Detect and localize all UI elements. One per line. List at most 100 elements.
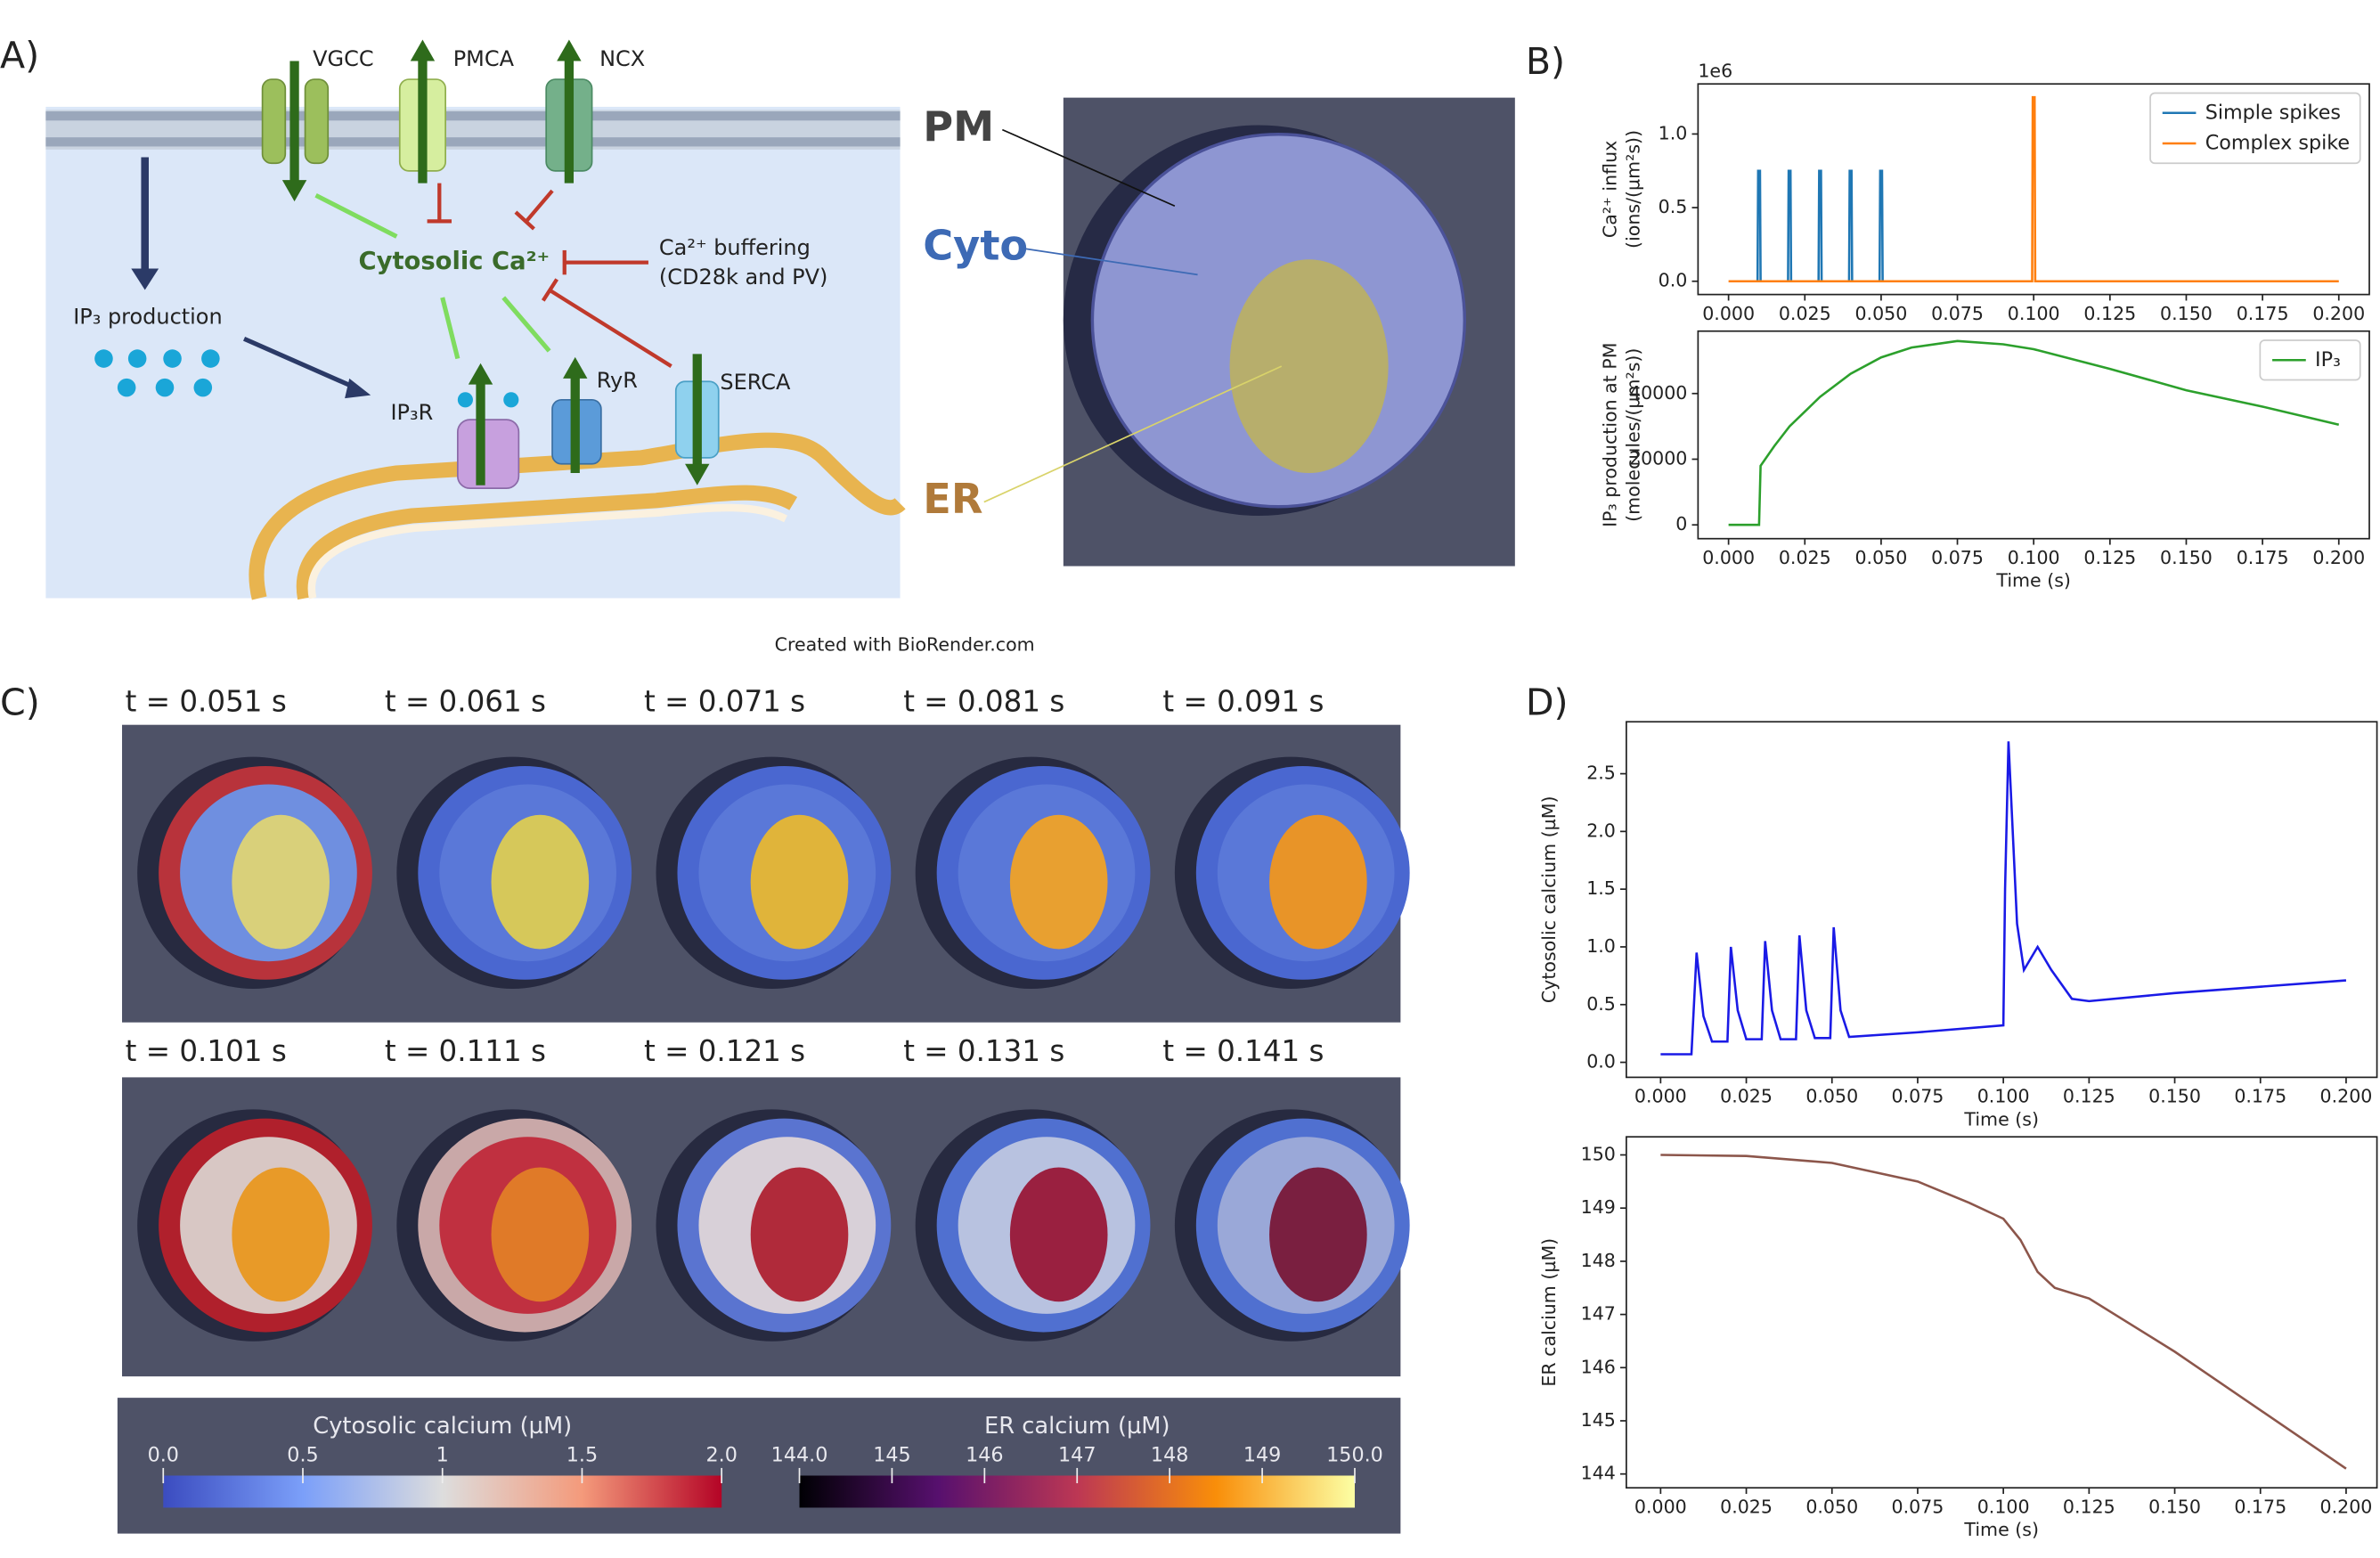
snapshot-time: t = 0.121 s [644,1034,805,1068]
x-tick-label: 0.050 [1854,547,1907,568]
x-tick-label: 0.050 [1805,1086,1858,1107]
channel-label: NCX [599,46,645,71]
legend-label: Complex spike [2205,132,2350,155]
snapshot-time: t = 0.131 s [903,1034,1064,1068]
arrow [281,180,307,202]
y-axis-label: Ca²⁺ influx [1600,141,1621,238]
x-axis-label: Time (s) [1995,570,2071,591]
x-tick-label: 0.100 [2008,303,2060,324]
y-tick-label: 0.5 [1586,993,1616,1015]
data-line [1728,95,2339,283]
membrane [45,137,901,147]
channel [304,78,330,165]
arrow [563,356,588,379]
y-tick-label: 1.0 [1586,935,1616,957]
sphere-er [1009,814,1108,950]
y-tick-label: 40000 [1629,382,1687,404]
x-tick-label: 0.025 [1720,1086,1773,1107]
y-tick-label: 150 [1581,1144,1616,1165]
snapshot-time: t = 0.051 s [126,685,287,719]
buffering-label: (CD28k and PV) [659,265,827,290]
y-tick-label: 1.5 [1586,877,1616,899]
cell-diagram: VGCC PMCA NCX Cytosolic Ca²⁺ Ca²⁺ buffer… [45,39,1035,656]
arrow [685,463,710,485]
offset-text: 1e6 [1698,61,1732,82]
x-tick-label: 0.200 [2312,547,2365,568]
y-axis-label: Cytosolic calcium (µM) [1538,795,1560,1003]
colorbar-label: ER calcium (µM) [984,1413,1170,1440]
x-tick-label: 0.125 [2083,303,2136,324]
y-tick-label: 144 [1581,1463,1616,1484]
snapshot-time: t = 0.101 s [126,1034,287,1068]
y-tick-label: 147 [1581,1303,1616,1325]
x-tick-label: 0.175 [2237,547,2289,568]
x-tick-label: 0.150 [2160,547,2213,568]
colorbar-tick-label: 149 [1243,1444,1281,1467]
y-axis-label: (ions/(µm²s)) [1622,130,1643,249]
receptor-label: SERCA [720,370,791,395]
sphere-er [491,1167,590,1302]
colorbar-tick-label: 2.0 [705,1444,737,1467]
membrane [45,111,901,121]
x-tick-label: 0.200 [2312,303,2365,324]
sphere-er [232,1167,330,1302]
x-tick-label: 0.050 [1805,1496,1858,1517]
sphere-er [491,814,590,950]
cytosolic-label: Cytosolic Ca²⁺ [359,248,550,275]
sphere-er [750,814,849,950]
colorbar-tick-label: 1 [436,1444,449,1467]
snapshot-time: t = 0.071 s [644,685,805,719]
axes-frame [1626,1136,2378,1489]
y-tick-label: 1.0 [1659,122,1688,143]
data-line [1660,1154,2347,1470]
x-tick-label: 0.100 [1977,1086,2030,1107]
legend-label: Simple spikes [2205,101,2341,124]
snapshots [137,756,1410,1342]
x-axis-label: Time (s) [1963,1519,2039,1540]
colorbar-tick-label: 147 [1058,1444,1096,1467]
colorbar-panel [117,1398,1401,1534]
x-tick-label: 0.025 [1779,547,1831,568]
x-tick-label: 0.025 [1779,303,1831,324]
y-tick-label: 0.5 [1659,196,1688,217]
y-tick-label: 0 [1675,513,1687,534]
mesh-image: PM Cyto ER [923,97,1515,567]
panel-label: C) [0,681,40,723]
y-tick-label: 0.0 [1586,1051,1616,1073]
x-tick-label: 0.175 [2234,1086,2286,1107]
charts: 0.000 0.025 0.050 0.075 0.100 0.125 0.150 0.175… [1538,61,2378,1540]
credit: Created with BioRender.com [775,634,1035,656]
x-tick-label: 0.175 [2237,303,2289,324]
x-tick-label: 0.100 [1977,1496,2030,1517]
y-tick-label: 2.5 [1586,763,1616,784]
snapshot-time: t = 0.081 s [903,685,1064,719]
data-line [1756,169,1884,283]
buffering-label: Ca²⁺ buffering [659,235,811,260]
x-tick-label: 0.050 [1854,303,1907,324]
arrow [468,363,493,385]
pointer [1024,248,1198,276]
arrow [557,39,582,61]
x-tick-label: 0.175 [2234,1496,2286,1517]
colorbar-tick-label: 146 [966,1444,1003,1467]
pointer [983,365,1283,503]
x-tick-label: 0.000 [1634,1086,1687,1107]
y-axis-label: ER calcium (µM) [1538,1238,1560,1387]
colorbar-tick-label: 1.5 [566,1444,598,1467]
panel-label: D) [1526,681,1569,723]
x-axis-label: Time (s) [1963,1108,2039,1130]
x-tick-label: 0.000 [1702,547,1755,568]
data-line [1728,339,2340,526]
data-line [1660,741,2347,1056]
activation-arrows [314,192,551,360]
x-tick-label: 0.150 [2148,1086,2201,1107]
legend [2259,339,2361,381]
panel-label: B) [1526,40,1565,83]
sphere-er [1269,814,1367,950]
colorbar-tick-label: 150.0 [1326,1444,1383,1467]
y-tick-label: 0.0 [1659,270,1688,291]
snapshot-time: t = 0.061 s [385,685,546,719]
y-tick-label: 149 [1581,1196,1616,1218]
x-tick-label: 0.000 [1634,1496,1687,1517]
